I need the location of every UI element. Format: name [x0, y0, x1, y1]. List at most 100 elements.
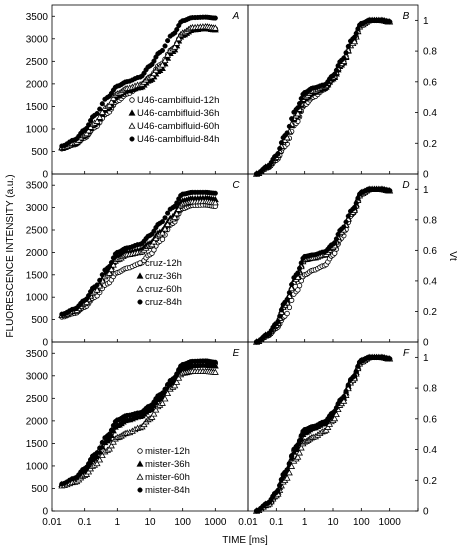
data-point	[165, 38, 171, 44]
data-point	[86, 461, 92, 467]
data-point	[164, 389, 172, 397]
data-point	[174, 200, 180, 206]
legend-marker	[137, 299, 143, 305]
data-point	[298, 95, 304, 102]
data-point	[158, 229, 166, 236]
legend-marker	[136, 285, 144, 292]
data-point	[159, 219, 165, 225]
data-point	[275, 318, 281, 324]
y-tick-label: 1	[423, 185, 429, 196]
legend-label: cruz-84h	[145, 297, 182, 308]
data-point	[173, 209, 181, 217]
data-point	[105, 269, 113, 276]
data-point	[285, 469, 293, 476]
data-point	[97, 277, 103, 283]
series-mister-84h	[59, 358, 218, 487]
data-point	[345, 43, 351, 49]
data-point	[93, 117, 101, 124]
data-point	[211, 362, 219, 369]
series-mister-60h	[253, 353, 394, 514]
data-point	[86, 293, 92, 299]
series-cruz-84h	[59, 189, 218, 317]
legend-label: cruz-60h	[145, 284, 182, 295]
legend-label: cruz-12h	[145, 258, 182, 269]
data-point	[105, 435, 113, 442]
y-tick-label: 0.4	[423, 108, 437, 119]
series-cruz-12h	[253, 186, 393, 345]
data-point	[151, 58, 157, 64]
y-tick-label: 0.8	[423, 384, 437, 395]
data-point	[150, 69, 158, 77]
y-tick-label: 1500	[26, 439, 49, 450]
series-mister-84h	[253, 354, 393, 514]
legend-marker	[137, 487, 143, 493]
data-point	[212, 15, 218, 21]
y-tick-label: 3500	[26, 181, 49, 192]
panel-frame	[247, 4, 419, 175]
x-tick-label: 10	[144, 517, 156, 528]
y-tick-label: 1000	[26, 461, 49, 472]
data-point	[174, 26, 180, 33]
y-tick-label: 2000	[26, 416, 49, 427]
legend-label: U46-cambifluid-60h	[137, 121, 219, 132]
data-point	[99, 272, 105, 278]
data-point	[164, 51, 172, 58]
data-point	[296, 282, 303, 289]
data-point	[297, 444, 305, 451]
data-point	[94, 450, 100, 456]
data-point	[331, 414, 339, 422]
x-tick-label: 100	[353, 517, 370, 528]
data-point	[107, 98, 115, 105]
y-tick-label: 1000	[26, 124, 49, 135]
data-point	[284, 310, 290, 317]
y-axis-title-right: Vt	[447, 251, 458, 261]
data-point	[294, 453, 302, 460]
data-point	[277, 313, 283, 319]
y-tick-label: 2000	[26, 248, 49, 259]
legend: U46-cambifluid-12h U46-cambifluid-36h U46-…	[128, 95, 219, 145]
panel-letter: C	[232, 180, 240, 191]
data-point	[295, 442, 301, 448]
y-tick-label: 3500	[26, 12, 49, 23]
data-point	[295, 270, 301, 276]
x-tick-label: 1	[302, 517, 308, 528]
data-point	[345, 382, 351, 388]
data-point	[211, 368, 219, 375]
data-point	[343, 50, 349, 56]
data-point	[298, 260, 304, 266]
y-tick-label: 0.4	[423, 276, 437, 287]
data-point	[275, 150, 281, 157]
data-point	[355, 363, 361, 369]
data-point	[162, 43, 168, 49]
y-tick-label: 0.2	[423, 476, 437, 487]
y-tick-label: 2500	[26, 226, 49, 237]
series-u46-cambifluid-60h	[253, 16, 394, 177]
legend-marker	[136, 460, 144, 467]
data-point	[286, 460, 292, 466]
data-point	[289, 281, 295, 288]
y-tick-label: 0	[423, 507, 429, 518]
data-point	[162, 386, 168, 392]
data-point	[211, 24, 219, 31]
data-point	[93, 286, 101, 293]
x-tick-label: 1	[115, 517, 121, 528]
data-point	[150, 410, 158, 417]
data-point	[286, 290, 292, 296]
y-tick-label: 0.2	[423, 307, 437, 318]
data-point	[173, 39, 181, 46]
data-point	[99, 439, 105, 445]
data-point	[387, 188, 393, 194]
data-point	[286, 123, 292, 129]
data-point	[171, 43, 179, 50]
panel-frame	[247, 341, 419, 512]
y-tick-label: 1000	[26, 293, 49, 304]
data-point	[284, 467, 290, 473]
data-point	[212, 190, 218, 196]
y-tick-label: 500	[31, 315, 48, 326]
data-point	[158, 61, 166, 68]
y-tick-label: 3000	[26, 34, 49, 45]
data-point	[164, 220, 172, 227]
panel-a: 0 500 1000 1500 2000 2500 3000 3500 A U46-cambifl…	[26, 4, 249, 181]
data-point	[351, 373, 358, 379]
